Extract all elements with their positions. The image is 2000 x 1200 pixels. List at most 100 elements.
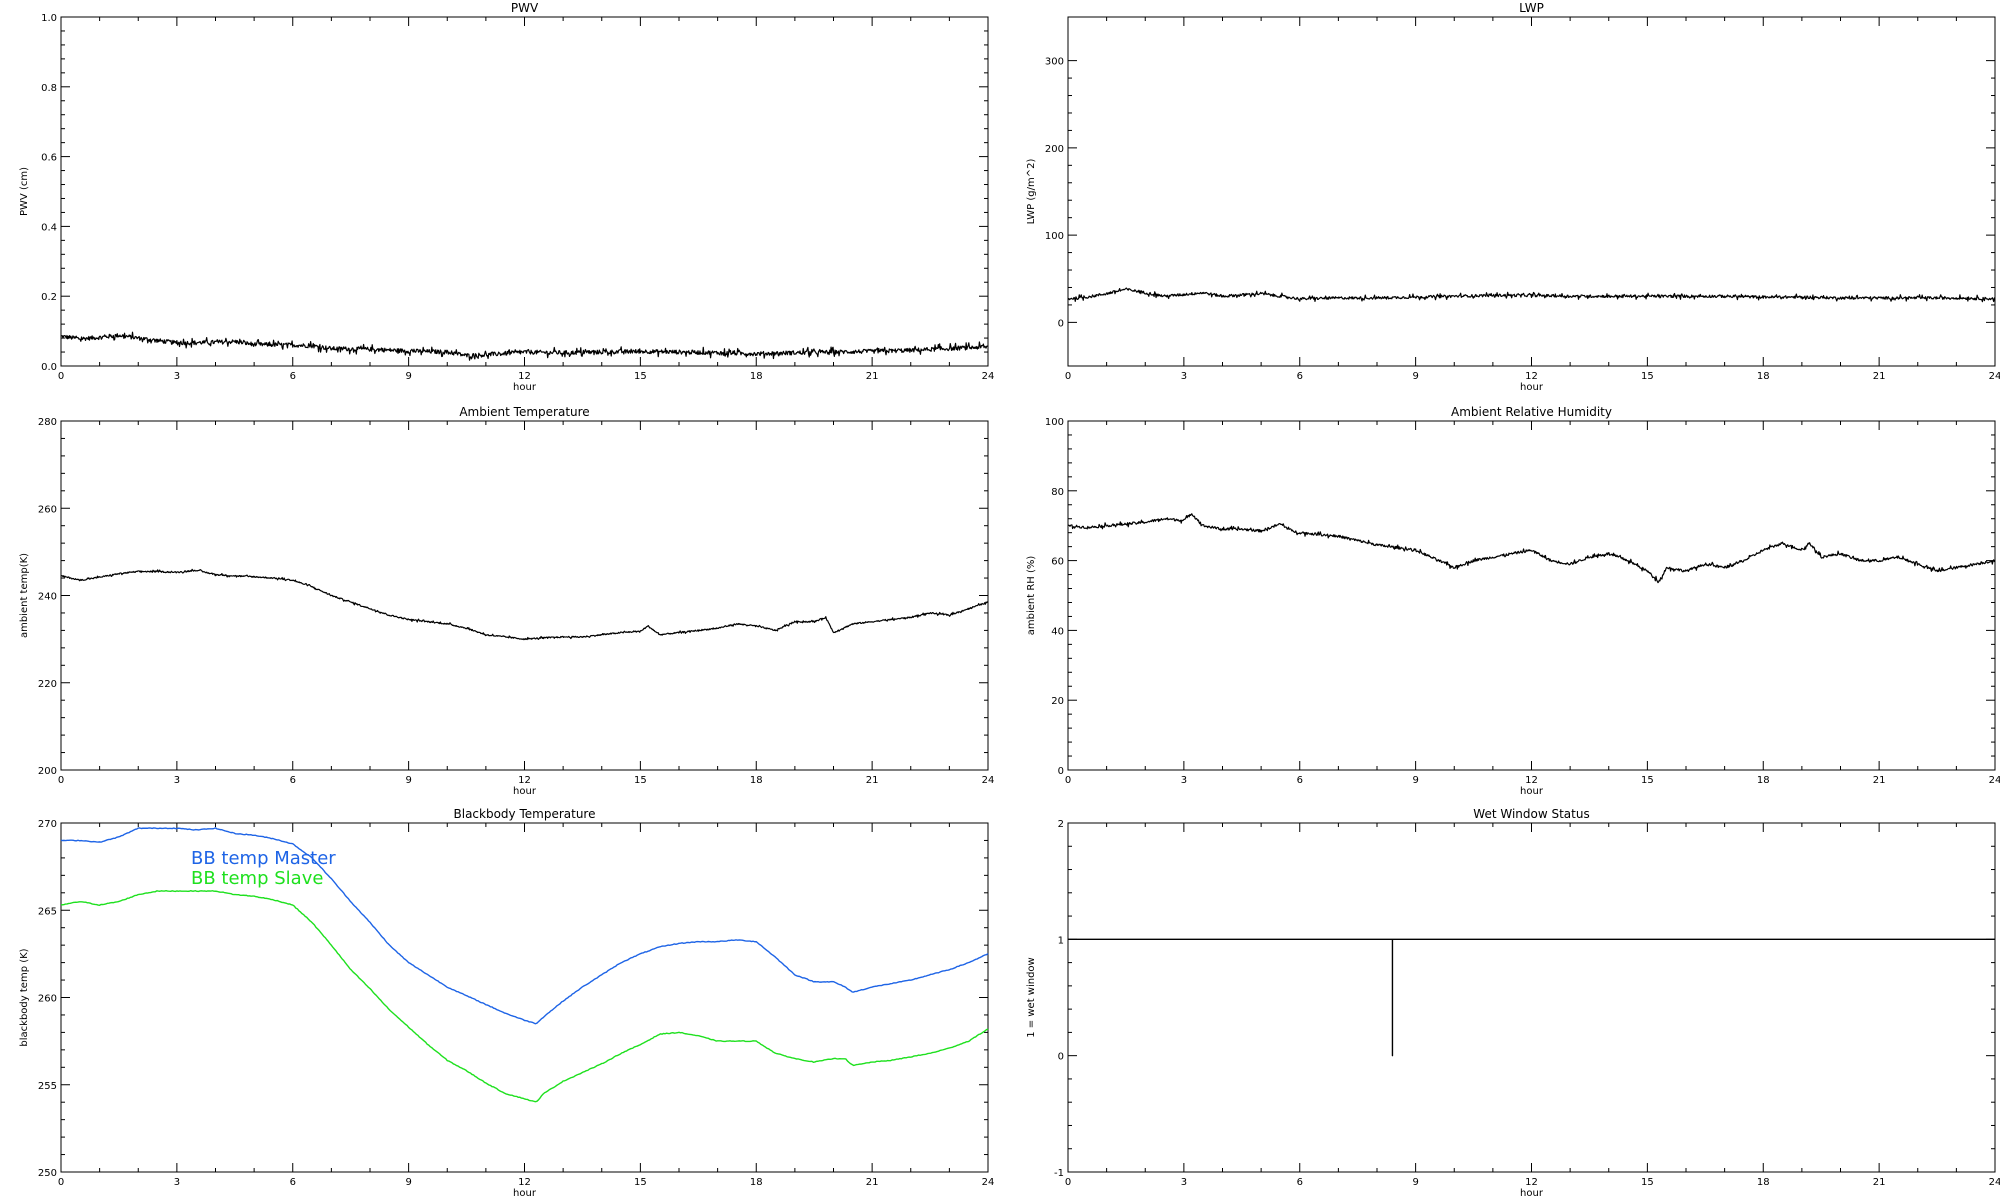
y-tick-label: 200 <box>1045 144 1064 155</box>
x-tick-label: 15 <box>1641 1177 1654 1188</box>
y-tick-label: 100 <box>1045 417 1064 428</box>
plot-frame <box>1067 420 1996 771</box>
x-tick-label: 18 <box>1757 775 1770 786</box>
y-tick-label: 80 <box>1051 487 1064 498</box>
series-line <box>60 331 989 361</box>
x-tick-label: 12 <box>1525 775 1538 786</box>
x-tick-label: 6 <box>290 1177 296 1188</box>
y-tick-label: 250 <box>38 1168 57 1179</box>
x-tick-label: 18 <box>750 1177 763 1188</box>
x-tick-label: 0 <box>58 371 64 382</box>
series-line-bb-temp-slave <box>60 890 989 1103</box>
y-tick-label: 240 <box>38 592 57 603</box>
y-tick-label: 20 <box>1051 696 1064 707</box>
x-tick-label: 9 <box>405 775 411 786</box>
plot-frame <box>1067 822 1996 1173</box>
y-axis-label: blackbody temp (K) <box>19 948 30 1046</box>
chart-title: Ambient Temperature <box>459 405 589 419</box>
plot-frame <box>60 420 989 771</box>
x-tick-label: 3 <box>1181 371 1187 382</box>
y-tick-label: 270 <box>38 819 57 830</box>
series-line <box>60 568 989 641</box>
x-tick-label: 24 <box>982 775 995 786</box>
y-tick-label: 0 <box>1058 318 1064 329</box>
x-axis-label: hour <box>1520 382 1544 393</box>
y-tick-label: 1 <box>1058 935 1064 946</box>
x-axis-label: hour <box>1520 1188 1544 1199</box>
y-axis-label: ambient temp(K) <box>19 553 30 638</box>
x-tick-label: 9 <box>1412 1177 1418 1188</box>
x-tick-label: 15 <box>634 1177 647 1188</box>
x-tick-label: 24 <box>1989 1177 2000 1188</box>
y-tick-label: 260 <box>38 504 57 515</box>
x-tick-label: 21 <box>866 371 879 382</box>
chart-panel-5: Blackbody Temperature 0 3 6 9 12 15 18 21 24 hour 2… <box>19 807 994 1199</box>
y-tick-label: 0.6 <box>41 153 57 164</box>
y-axis-label: 1 = wet window <box>1026 957 1037 1037</box>
x-axis-label: hour <box>513 1188 537 1199</box>
y-axis-label: LWP (g/m^2) <box>1026 159 1037 225</box>
y-tick-label: 260 <box>38 994 57 1005</box>
x-tick-label: 15 <box>634 371 647 382</box>
y-tick-label: 60 <box>1051 557 1064 568</box>
x-tick-label: 0 <box>1065 775 1071 786</box>
x-tick-label: 24 <box>982 371 995 382</box>
y-tick-label: 0.0 <box>41 362 57 373</box>
y-tick-label: 300 <box>1045 57 1064 68</box>
y-tick-label: 0.2 <box>41 292 57 303</box>
x-tick-label: 21 <box>1873 1177 1886 1188</box>
x-tick-label: 12 <box>1525 1177 1538 1188</box>
y-tick-label: 220 <box>38 679 57 690</box>
y-tick-label: 0 <box>1058 766 1064 777</box>
x-tick-label: 21 <box>1873 775 1886 786</box>
x-tick-label: 6 <box>1297 1177 1303 1188</box>
x-tick-label: 24 <box>1989 371 2000 382</box>
legend-entry: BB temp Master <box>191 848 336 869</box>
y-tick-label: 255 <box>38 1081 57 1092</box>
x-tick-label: 0 <box>58 775 64 786</box>
x-tick-label: 9 <box>1412 775 1418 786</box>
x-tick-label: 9 <box>405 1177 411 1188</box>
y-tick-label: 1.0 <box>41 13 57 24</box>
x-axis-label: hour <box>513 786 537 797</box>
x-tick-label: 3 <box>174 371 180 382</box>
legend-entry: BB temp Slave <box>191 868 323 889</box>
x-tick-label: 0 <box>1065 371 1071 382</box>
chart-panel-1: PWV 0 3 6 9 12 15 18 21 24 hour 0.0 0.2 0.4 0.6 0.8 1.0 P… <box>19 1 994 393</box>
y-tick-label: -1 <box>1054 1168 1064 1179</box>
y-tick-label: 265 <box>38 906 57 917</box>
x-tick-label: 6 <box>1297 775 1303 786</box>
chart-title: Blackbody Temperature <box>454 807 596 821</box>
x-tick-label: 3 <box>174 775 180 786</box>
x-tick-label: 3 <box>174 1177 180 1188</box>
x-tick-label: 12 <box>518 775 531 786</box>
x-tick-label: 21 <box>866 775 879 786</box>
plot-frame <box>1067 16 1996 367</box>
chart-panel-2: LWP 0 3 6 9 12 15 18 21 24 hour 0 100 200 300 LWP (g/m^… <box>1026 1 2000 393</box>
x-axis-label: hour <box>513 382 537 393</box>
x-tick-label: 15 <box>1641 371 1654 382</box>
chart-title: LWP <box>1519 1 1544 15</box>
y-tick-label: 0.4 <box>41 222 57 233</box>
y-tick-label: 280 <box>38 417 57 428</box>
chart-title: PWV <box>511 1 539 15</box>
y-axis-label: PWV (cm) <box>19 167 30 216</box>
series-line <box>1067 287 1996 303</box>
plot-frame <box>60 16 989 367</box>
x-tick-label: 6 <box>290 775 296 786</box>
x-axis-label: hour <box>1520 786 1544 797</box>
x-tick-label: 18 <box>1757 1177 1770 1188</box>
x-tick-label: 24 <box>1989 775 2000 786</box>
y-tick-label: 0.8 <box>41 83 57 94</box>
x-tick-label: 24 <box>982 1177 995 1188</box>
x-tick-label: 12 <box>518 371 531 382</box>
series-line-bb-temp-master <box>60 827 989 1025</box>
chart-title: Ambient Relative Humidity <box>1451 405 1612 419</box>
x-tick-label: 3 <box>1181 775 1187 786</box>
chart-panel-4: Ambient Relative Humidity 0 3 6 9 12 15 18 21 24 h… <box>1026 405 2000 797</box>
x-tick-label: 18 <box>750 371 763 382</box>
x-tick-label: 18 <box>1757 371 1770 382</box>
y-tick-label: 200 <box>38 766 57 777</box>
y-tick-label: 40 <box>1051 626 1064 637</box>
